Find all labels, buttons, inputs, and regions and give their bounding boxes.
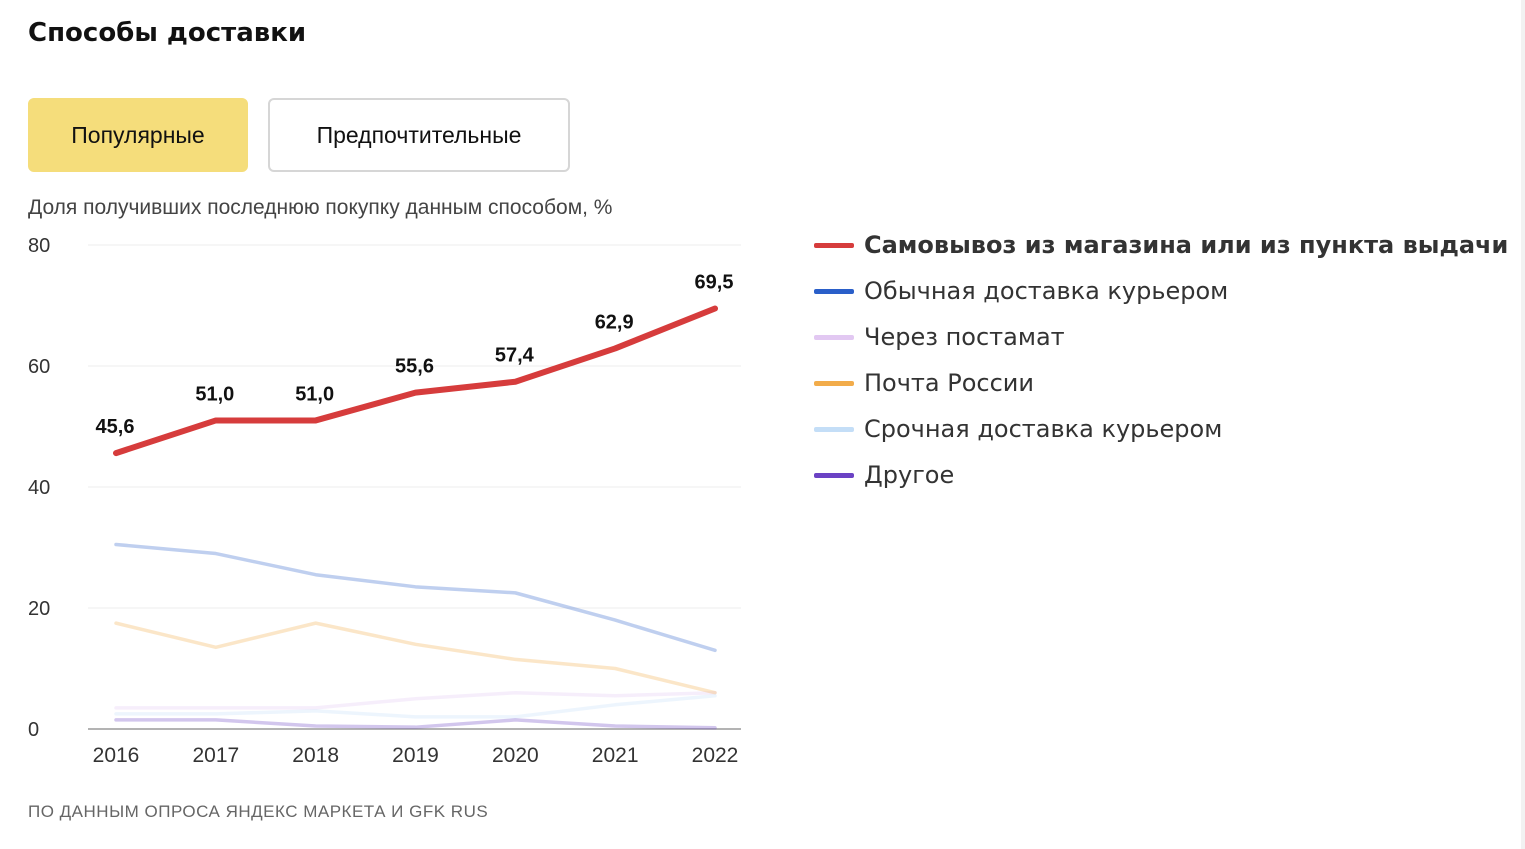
legend-swatch — [814, 288, 854, 294]
series-line-pickup — [113, 305, 718, 457]
data-label: 57,4 — [495, 345, 535, 367]
x-tick-label: 2016 — [93, 744, 140, 767]
data-label: 45,6 — [96, 416, 135, 438]
legend-swatch — [814, 472, 854, 478]
source-note: ПО ДАННЫМ ОПРОСА ЯНДЕКС МАРКЕТА И GFK RU… — [28, 802, 489, 821]
y-tick-label: 60 — [28, 356, 50, 378]
y-tick-label: 80 — [28, 235, 50, 257]
x-tick-label: 2018 — [292, 744, 339, 767]
tab-popular[interactable]: Популярные — [28, 98, 248, 172]
y-tick-label: 0 — [28, 719, 39, 741]
series-line-express — [114, 693, 717, 719]
chart-legend: Самовывоз из магазина или из пункта выда… — [814, 222, 1508, 498]
legend-label: Другое — [864, 461, 955, 489]
legend-label: Почта России — [864, 369, 1034, 397]
legend-swatch — [814, 242, 854, 248]
x-tick-label: 2017 — [192, 744, 239, 767]
legend-item-post[interactable]: Почта России — [814, 360, 1508, 406]
data-label: 62,9 — [595, 311, 634, 333]
legend-item-postamat[interactable]: Через постамат — [814, 314, 1508, 360]
legend-swatch — [814, 380, 854, 386]
data-label: 69,5 — [695, 272, 734, 294]
legend-swatch — [814, 334, 854, 340]
legend-label: Обычная доставка курьером — [864, 277, 1229, 305]
data-label: 51,0 — [295, 383, 334, 405]
data-label: 51,0 — [195, 383, 234, 405]
x-tick-label: 2021 — [592, 744, 639, 767]
x-tick-label: 2020 — [492, 744, 539, 767]
series-line-courier — [114, 542, 717, 653]
x-tick-label: 2022 — [692, 744, 739, 767]
legend-swatch — [814, 426, 854, 432]
chart-title: Способы доставки — [28, 18, 307, 48]
legend-item-express[interactable]: Срочная доставка курьером — [814, 406, 1508, 452]
legend-item-courier[interactable]: Обычная доставка курьером — [814, 268, 1508, 314]
tab-preferred[interactable]: Предпочтительные — [268, 98, 570, 172]
y-tick-label: 40 — [28, 477, 50, 499]
data-label: 55,6 — [395, 356, 434, 378]
legend-label: Через постамат — [864, 323, 1065, 351]
series-line-post — [114, 621, 717, 695]
line-chart: 0 20 40 60 80 2016 2017 2018 2019 2020 2021 2022 45,… — [28, 235, 741, 767]
series-line-other — [114, 718, 717, 730]
x-tick-label: 2019 — [392, 744, 439, 767]
legend-label: Срочная доставка курьером — [864, 415, 1223, 443]
legend-label: Самовывоз из магазина или из пункта выда… — [864, 231, 1509, 259]
legend-item-pickup[interactable]: Самовывоз из магазина или из пункта выда… — [814, 222, 1508, 268]
y-tick-label: 20 — [28, 598, 50, 620]
chart-subtitle: Доля получивших последнюю покупку данным… — [28, 196, 613, 219]
legend-item-other[interactable]: Другое — [814, 452, 1508, 498]
series-line-postamat — [114, 690, 717, 710]
